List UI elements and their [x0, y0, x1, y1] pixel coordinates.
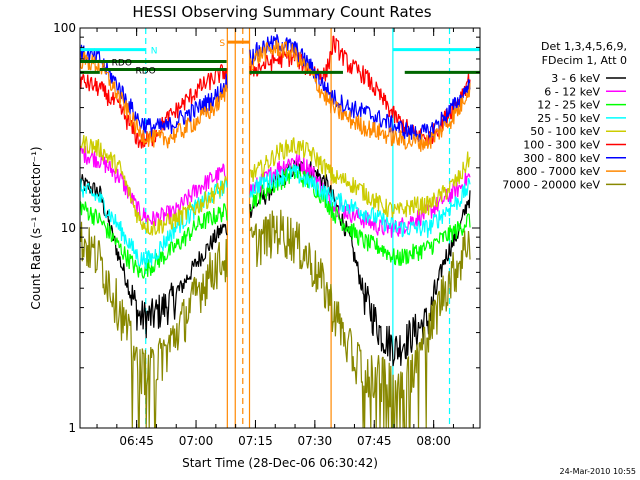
flag-label: N — [151, 47, 158, 57]
x-tick-label: 06:45 — [119, 434, 154, 448]
legend: Det 1,3,4,5,6,9, FDecim 1, Att 0 3 - 6 k… — [502, 40, 627, 191]
series-layer — [80, 34, 471, 428]
legend-label: 12 - 25 keV — [537, 99, 600, 112]
series-line — [80, 164, 471, 270]
x-tick-label: 07:00 — [179, 434, 214, 448]
legend-header-line: Det 1,3,4,5,6,9, — [541, 40, 627, 53]
flag-label: RDO — [135, 67, 155, 77]
x-axis-title: Start Time (28-Dec-06 06:30:42) — [182, 456, 378, 470]
flag-label: S — [219, 39, 225, 49]
legend-label: 25 - 50 keV — [537, 112, 600, 125]
legend-label: 100 - 300 keV — [523, 139, 600, 152]
x-tick-label: 08:00 — [416, 434, 451, 448]
legend-label: 3 - 6 keV — [551, 72, 600, 85]
timestamp-footer: 24-Mar-2010 10:55 — [560, 467, 637, 476]
legend-label: 7000 - 20000 keV — [502, 178, 600, 191]
chart-title: HESSI Observing Summary Count Rates — [132, 3, 431, 21]
series-line — [80, 134, 471, 236]
y-tick-label: 10 — [61, 221, 76, 235]
y-tick-label: 1 — [68, 421, 76, 435]
y-axis-title: Count Rate (s⁻¹ detector⁻¹) — [29, 146, 43, 309]
x-tick-label: 07:45 — [357, 434, 392, 448]
legend-label: 6 - 12 keV — [544, 85, 600, 98]
series-line — [80, 209, 471, 428]
y-tick-label: 100 — [53, 21, 76, 35]
x-tick-label: 07:30 — [298, 434, 333, 448]
legend-label: 300 - 800 keV — [523, 152, 600, 165]
legend-header-line: FDecim 1, Att 0 — [542, 54, 627, 67]
x-tick-label: 07:15 — [238, 434, 273, 448]
legend-label: 50 - 100 keV — [530, 125, 600, 138]
axes: 06:45 07:00 07:15 07:30 07:45 08:00 1 10 100 — [53, 21, 480, 448]
flag-label: RDO — [112, 58, 132, 68]
legend-label: 800 - 7000 keV — [516, 165, 600, 178]
